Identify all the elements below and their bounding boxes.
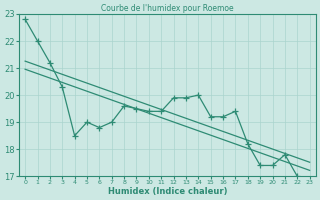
X-axis label: Humidex (Indice chaleur): Humidex (Indice chaleur): [108, 187, 227, 196]
Title: Courbe de l'humidex pour Roemoe: Courbe de l'humidex pour Roemoe: [101, 4, 234, 13]
